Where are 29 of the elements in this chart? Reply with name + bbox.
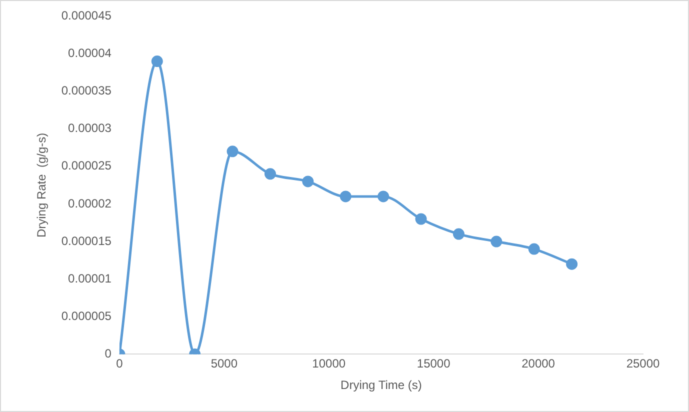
- point: [151, 56, 163, 68]
- x-tick-label: 20000: [522, 356, 556, 371]
- x-tick-label: 15000: [416, 356, 451, 371]
- y-tick-label: 0.00002: [68, 196, 112, 210]
- x-tick-label: 5000: [210, 356, 238, 371]
- y-tick-label: 0.00003: [68, 121, 112, 136]
- point: [566, 258, 578, 270]
- y-tick-label: 0.00004: [68, 46, 112, 60]
- y-tick-label: 0.000005: [61, 308, 112, 323]
- y-axis-title: Drying Rate (g/g-s): [34, 132, 49, 238]
- point: [490, 236, 502, 248]
- point: [415, 213, 427, 225]
- point: [340, 190, 352, 202]
- point: [226, 146, 238, 158]
- y-tick-label: 0: [104, 346, 112, 361]
- x-tick-label: 0: [116, 356, 124, 371]
- point: [264, 168, 276, 180]
- x-axis-title: Drying Time (s): [340, 378, 422, 392]
- point: [302, 176, 314, 188]
- y-tick-label: 0.00001: [68, 271, 112, 286]
- x-tick-label: 10000: [312, 356, 346, 371]
- y-tick-label: 0.000015: [61, 234, 112, 248]
- y-tick-label: 0.000035: [61, 84, 112, 98]
- x-tick-label: 25000: [626, 356, 660, 371]
- y-tick-label: 0.000045: [61, 8, 112, 23]
- point: [528, 243, 540, 255]
- point: [452, 228, 464, 240]
- y-tick-label: 0.000025: [61, 158, 112, 173]
- point: [378, 190, 390, 202]
